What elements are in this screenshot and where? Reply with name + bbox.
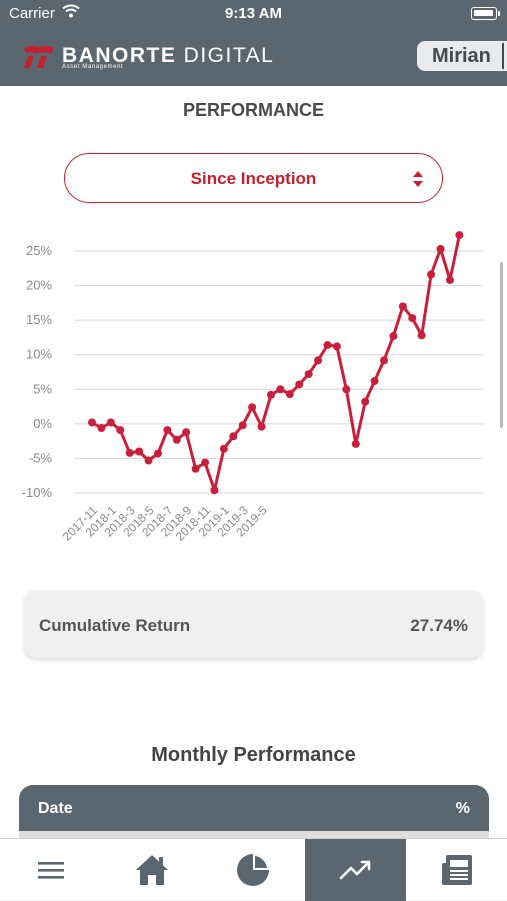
user-menu-divider [502,43,504,69]
y-tick-label: 15% [26,312,52,327]
data-point [323,341,332,350]
app-header: Carrier 9:13 AM BANORTE DIGITAL Asset Ma… [0,0,507,86]
data-point [380,356,389,365]
pie-chart-icon [236,854,269,886]
data-point [229,432,238,441]
data-point [427,270,436,279]
period-select[interactable]: Since Inception [64,153,443,203]
user-menu-button[interactable]: Mirian [417,41,507,71]
data-point [285,390,294,399]
data-point [182,428,191,437]
column-header-date: Date [38,800,73,817]
period-select-value: Since Inception [190,169,317,188]
y-tick-label: 25% [26,243,52,258]
data-point [219,444,228,453]
data-point [332,342,341,351]
data-point [389,332,398,341]
data-point [370,376,379,385]
carrier-label: Carrier [9,5,55,22]
cumulative-return-card: Cumulative Return 27.74% [24,590,483,658]
data-point [172,435,181,444]
data-point [455,231,464,240]
data-point [248,403,257,412]
data-point [342,385,351,394]
cumulative-return-label: Cumulative Return [39,616,191,635]
data-point [351,439,360,448]
data-point [304,370,313,379]
monthly-table-header: Date % [19,785,489,831]
performance-chart: 25%20%15%10%5%0%-5%-10%2017-112018-12018… [22,231,483,544]
cumulative-return-value: 27.74% [410,616,468,635]
data-point [201,458,210,467]
menu-icon [37,862,64,879]
clock: 9:13 AM [225,5,282,22]
y-tick-label: 20% [26,278,52,293]
column-header-percent: % [455,800,470,817]
tab-news[interactable] [406,839,507,901]
data-point [257,422,266,431]
data-point [210,486,219,495]
scrollbar[interactable] [500,262,503,428]
data-point [97,424,106,433]
data-point [106,418,115,427]
tab-performance[interactable] [305,839,406,901]
table-row [19,831,489,838]
data-point [191,464,200,473]
data-point [436,244,445,253]
data-point [408,314,417,323]
brand-name-light: DIGITAL [176,44,275,67]
y-tick-label: -10% [22,485,53,500]
performance-line [91,234,461,492]
banorte-logo-icon [24,46,54,68]
tab-portfolio[interactable] [202,839,303,901]
data-point [314,356,323,365]
brand-name: BANORTE DIGITAL [62,44,274,68]
data-point [238,421,247,430]
tab-home[interactable] [101,839,202,901]
home-icon [135,855,168,885]
data-point [135,447,144,456]
data-point [266,390,275,399]
monthly-performance-title: Monthly Performance [151,744,356,766]
y-tick-label: 5% [33,381,52,396]
user-name: Mirian [432,45,491,67]
data-point [276,385,285,394]
data-point [163,426,172,435]
main-content [0,86,507,838]
trending-up-icon [339,860,370,880]
tab-menu[interactable] [0,839,101,901]
data-point [295,380,304,389]
newspaper-icon [441,855,472,885]
data-point [153,449,162,458]
data-point [144,456,153,465]
y-tick-label: 10% [26,347,52,362]
brand-name-bold: BANORTE [62,44,177,67]
sort-arrows-icon [413,171,423,187]
page-title: PERFORMANCE [182,100,324,120]
battery-icon [471,7,500,20]
status-bar: Carrier 9:13 AM [0,0,507,28]
brand-subtitle: Asset Management [62,64,124,70]
data-point [398,302,407,311]
data-point [361,397,370,406]
data-point [116,426,125,435]
data-point [88,418,96,427]
data-point [125,448,134,457]
tab-bar [0,838,507,901]
wifi-icon [62,4,80,18]
data-point [445,276,454,285]
data-point [417,331,426,340]
y-tick-label: 0% [33,416,52,431]
y-tick-label: -5% [29,450,53,465]
